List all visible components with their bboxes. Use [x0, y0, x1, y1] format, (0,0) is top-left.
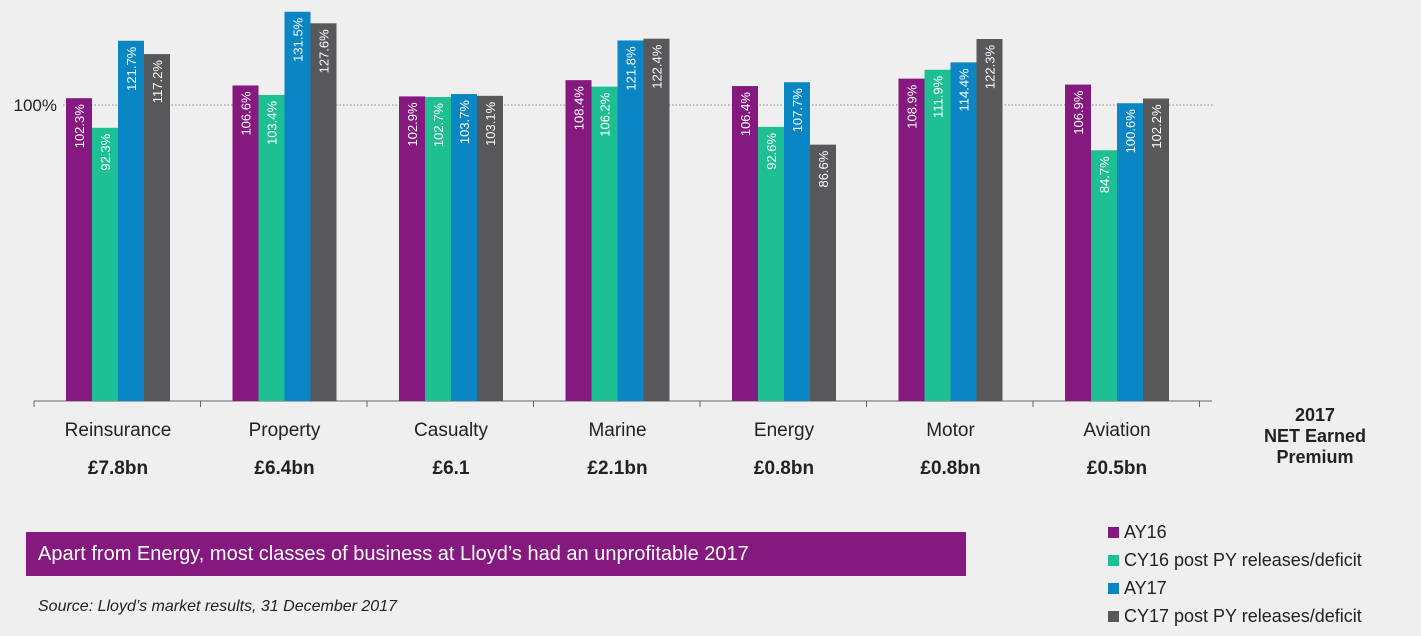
premium-label: £2.1bn	[587, 458, 647, 479]
bar-data-label: 106.2%	[598, 92, 613, 137]
bar	[232, 85, 259, 402]
bar-data-label: 106.4%	[738, 92, 753, 137]
premium-label: £0.5bn	[1087, 458, 1147, 479]
bar-data-label: 121.8%	[624, 46, 639, 91]
bar	[258, 94, 285, 401]
legend-label: CY16 post PY releases/deficit	[1124, 549, 1362, 570]
bar-data-label: 114.4%	[957, 68, 972, 112]
bar-data-label: 127.6%	[317, 29, 332, 74]
bar	[976, 38, 1003, 401]
bar	[477, 95, 503, 401]
bar-data-label: 92.3%	[98, 133, 113, 170]
category-label: Energy	[754, 420, 815, 441]
legend-label: AY16	[1124, 521, 1167, 542]
bar	[1065, 84, 1091, 402]
bar	[591, 86, 618, 401]
legend-item: CY16 post PY releases/deficit	[1108, 546, 1362, 574]
premium-label: £6.4bn	[254, 458, 314, 479]
bar	[66, 98, 92, 401]
bar	[1091, 150, 1117, 401]
premium-heading-line: Premium	[1276, 447, 1353, 467]
bar	[950, 62, 977, 401]
bar	[144, 54, 170, 401]
bar-data-label: 102.7%	[431, 103, 446, 148]
bar	[451, 94, 477, 401]
legend-item: CY17 post PY releases/deficit	[1108, 602, 1362, 630]
bar-data-label: 108.4%	[572, 86, 587, 131]
bar	[617, 40, 644, 402]
bar	[924, 69, 951, 401]
bar-data-label: 100.6%	[1123, 109, 1138, 154]
bar-data-label: 122.4%	[650, 44, 665, 89]
bar	[758, 126, 784, 402]
category-label: Property	[249, 420, 321, 441]
bar-data-label: 86.6%	[816, 150, 831, 187]
bar-data-label: 103.7%	[457, 100, 472, 145]
bar	[284, 11, 311, 401]
bar-data-label: 102.9%	[405, 102, 420, 147]
bar	[310, 23, 337, 401]
category-label: Aviation	[1083, 420, 1150, 441]
premium-label: £0.8bn	[754, 458, 814, 479]
bar	[399, 96, 425, 401]
bar-data-label: 103.1%	[483, 101, 498, 146]
bar	[810, 144, 836, 401]
category-label: Marine	[588, 420, 646, 441]
legend-label: AY17	[1124, 577, 1167, 598]
premium-label: £6.1	[433, 458, 470, 479]
legend-item: AY16	[1108, 518, 1362, 546]
legend-swatch	[1108, 526, 1119, 538]
category-label: Casualty	[414, 420, 488, 441]
premium-label: £0.8bn	[920, 458, 980, 479]
bar-data-label: 107.7%	[790, 88, 805, 133]
premium-label: £7.8bn	[88, 458, 148, 479]
bar-data-label: 102.3%	[72, 104, 87, 149]
bar-data-label: 84.7%	[1097, 156, 1112, 193]
legend-item: AY17	[1108, 574, 1362, 602]
premium-heading-line: NET Earned	[1264, 426, 1366, 446]
bar	[565, 80, 592, 402]
bar	[732, 86, 758, 401]
reference-line-label: 100%	[14, 96, 57, 115]
category-label: Reinsurance	[65, 420, 172, 441]
bar-data-label: 103.4%	[265, 100, 280, 145]
bar-data-label: 122.3%	[983, 45, 998, 90]
legend-swatch	[1108, 610, 1119, 622]
bar	[898, 78, 925, 401]
bar-data-label: 106.6%	[239, 91, 254, 136]
bar-data-label: 108.9%	[905, 84, 920, 129]
headline-banner: Apart from Energy, most classes of busin…	[26, 532, 966, 576]
chart-legend: AY16 CY16 post PY releases/deficit AY17 CY1…	[1108, 518, 1362, 630]
category-label: Motor	[926, 420, 975, 441]
bar	[643, 38, 670, 402]
bar	[425, 97, 451, 402]
bar-data-label: 121.7%	[124, 46, 139, 91]
bar-data-label: 117.2%	[150, 60, 165, 104]
bar-data-label: 92.6%	[764, 132, 779, 169]
legend-swatch	[1108, 582, 1119, 594]
bar-data-label: 102.2%	[1149, 104, 1164, 149]
legend-label: CY17 post PY releases/deficit	[1124, 605, 1362, 626]
bar	[1117, 103, 1143, 401]
bar-data-label: 131.5%	[291, 17, 306, 62]
bar-data-label: 106.9%	[1071, 90, 1086, 135]
bar	[1143, 98, 1169, 401]
source-note: Source: Lloyd’s market results, 31 Decem…	[38, 598, 397, 615]
bar-data-label: 111.9%	[931, 75, 946, 118]
bar	[118, 40, 144, 401]
bar	[784, 82, 810, 401]
bar	[92, 127, 118, 402]
premium-heading-line: 2017	[1295, 405, 1335, 425]
legend-swatch	[1108, 554, 1119, 566]
